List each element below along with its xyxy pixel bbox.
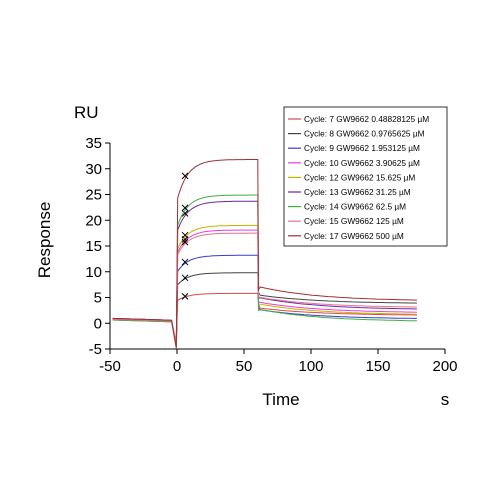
series-line <box>112 200 417 347</box>
series-line <box>112 224 417 349</box>
report-point-marker <box>181 238 189 246</box>
y-tick-label: 10 <box>85 264 102 281</box>
legend-entry: Cycle: 13 GW9662 31.25 µM <box>304 187 411 197</box>
y-tick-label: 25 <box>85 187 102 204</box>
x-tick-label: 0 <box>173 358 181 375</box>
x-tick-label: 100 <box>298 358 323 375</box>
y-tick-label: 20 <box>85 212 102 229</box>
report-point-marker <box>181 172 189 180</box>
legend-entry: Cycle: 10 GW9662 3.90625 µM <box>304 158 420 168</box>
legend-entry: Cycle: 12 GW9662 15.625 µM <box>304 172 415 182</box>
report-point-marker <box>181 293 189 300</box>
series-line <box>112 232 417 344</box>
x-tick-label: 200 <box>432 358 457 375</box>
report-point-marker <box>181 274 189 282</box>
legend-entry: Cycle: 8 GW9662 0.9765625 µM <box>304 129 425 139</box>
y-tick-label: 5 <box>94 290 102 307</box>
y-tick-label: 15 <box>85 238 102 255</box>
report-point-marker <box>181 210 189 217</box>
legend: Cycle: 7 GW9662 0.48828125 µM Cycle: 8 GW… <box>283 106 448 247</box>
series-line <box>112 254 417 345</box>
series-line <box>112 229 417 344</box>
y-tick-label: -5 <box>89 341 102 358</box>
report-point-marker <box>181 231 189 239</box>
series-line <box>112 194 417 345</box>
y-tick-label: 0 <box>94 315 102 332</box>
report-point-marker <box>181 204 189 212</box>
plot-lines <box>112 159 417 349</box>
legend-entry: Cycle: 15 GW9662 125 µM <box>304 216 404 226</box>
x-tick-label: 50 <box>236 358 253 375</box>
legend-entry: Cycle: 9 GW9662 1.953125 µM <box>304 143 420 153</box>
y-tick-label: 35 <box>85 135 102 152</box>
report-point-marker <box>181 258 189 266</box>
unit-label: RU <box>74 103 99 122</box>
y-axis-label: Response <box>35 202 54 279</box>
legend-entry: Cycle: 14 GW9662 62.5 µM <box>304 202 406 212</box>
legend-entry: Cycle: 17 GW9662 500 µM <box>304 231 404 241</box>
legend-box <box>283 106 448 247</box>
x-tick-label: 150 <box>365 358 390 375</box>
y-tick-label: 30 <box>85 161 102 178</box>
x-axis-unit: s <box>441 390 450 409</box>
series-line <box>112 159 417 349</box>
x-axis-label: Time <box>262 390 299 409</box>
x-tick-label: -50 <box>99 358 121 375</box>
legend-entry: Cycle: 7 GW9662 0.48828125 µM <box>304 114 429 124</box>
